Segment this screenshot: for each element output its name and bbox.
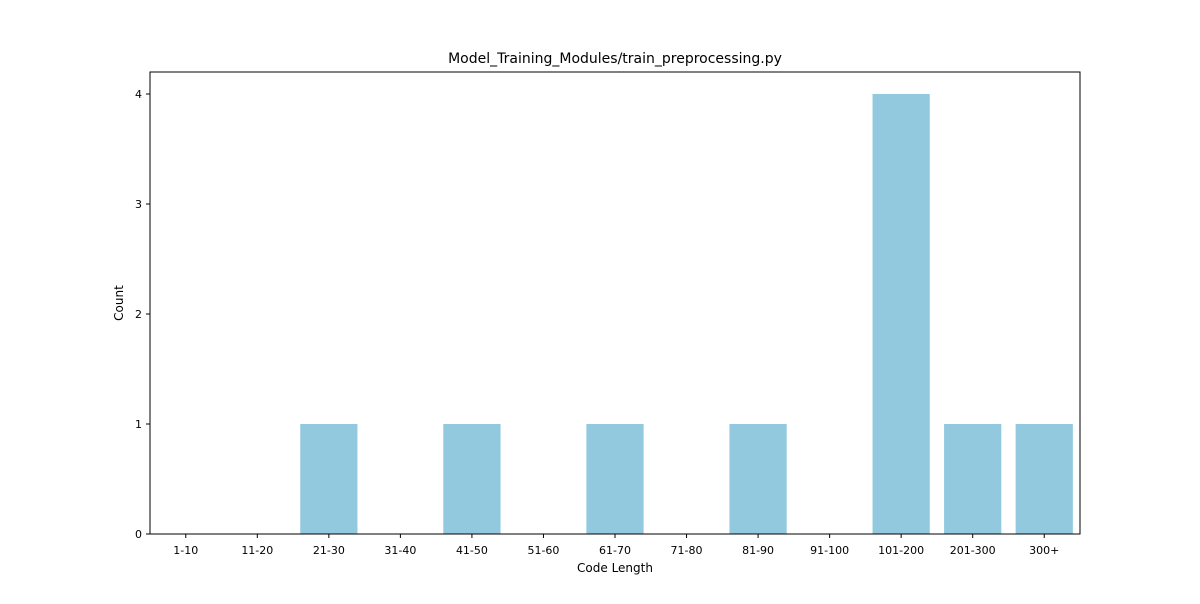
bars-group [300,94,1073,534]
y-tick-label: 1 [135,418,142,431]
bar-21-30 [300,424,358,534]
x-tick-label: 71-80 [671,544,703,557]
x-tick-label: 101-200 [878,544,924,557]
bar-41-50 [443,424,501,534]
x-tick-label: 11-20 [241,544,273,557]
chart-title: Model_Training_Modules/train_preprocessi… [448,51,782,67]
x-tick-label: 21-30 [313,544,345,557]
x-tick-label: 61-70 [599,544,631,557]
y-axis-label: Count [112,285,126,321]
x-tick-label: 201-300 [950,544,996,557]
y-tick-label: 3 [135,198,142,211]
x-tick-label: 300+ [1029,544,1059,557]
bar-201-300 [944,424,1002,534]
y-axis-ticks: 0 1 2 3 4 [135,88,150,541]
x-tick-label: 41-50 [456,544,488,557]
x-tick-label: 91-100 [810,544,849,557]
y-tick-label: 4 [135,88,142,101]
x-tick-label: 1-10 [173,544,198,557]
x-tick-label: 51-60 [527,544,559,557]
x-axis-ticks: 1-10 11-20 21-30 31-40 41-50 51-60 61-70 71-80 8… [173,534,1059,557]
x-axis-label: Code Length [577,561,653,575]
y-tick-label: 2 [135,308,142,321]
bar-81-90 [729,424,787,534]
plot-area-frame [149,71,1081,535]
y-tick-label: 0 [135,528,142,541]
bar-101-200 [872,94,930,534]
bar-300+ [1015,424,1073,534]
x-tick-label: 31-40 [384,544,416,557]
bar-61-70 [586,424,644,534]
x-tick-label: 81-90 [742,544,774,557]
